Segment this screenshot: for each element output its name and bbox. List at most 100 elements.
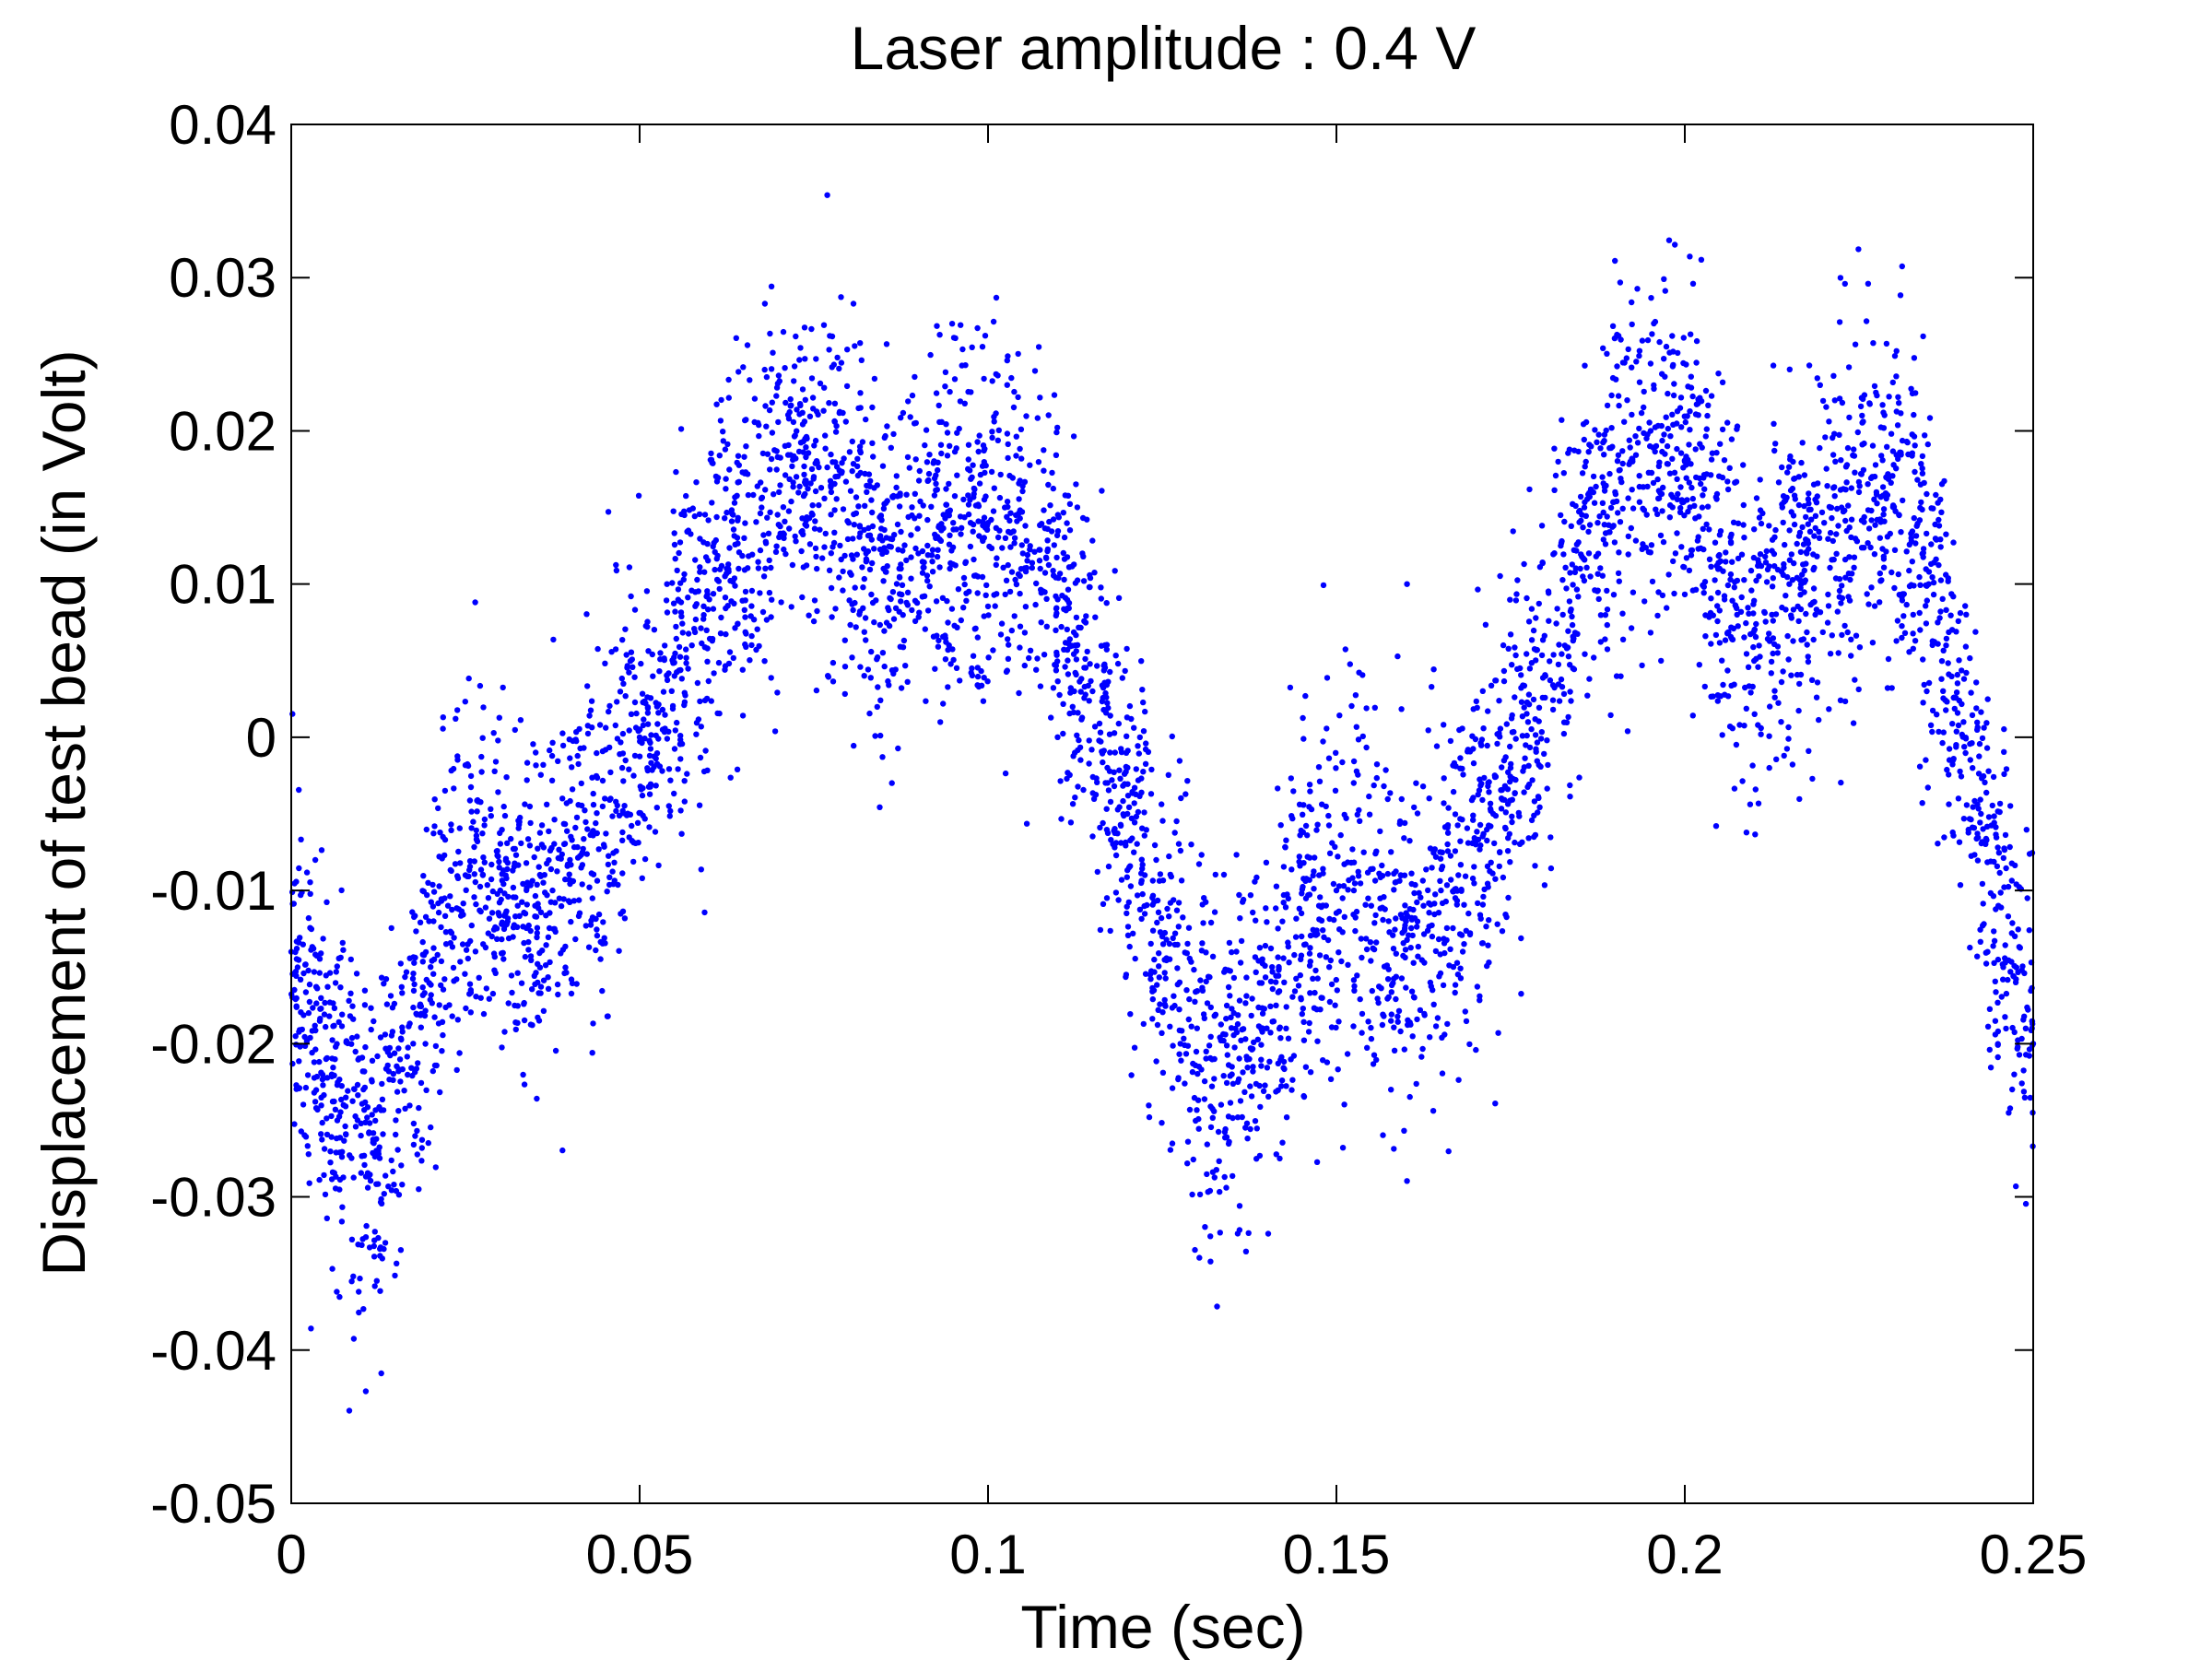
scatter-point: [466, 797, 474, 804]
scatter-point: [1406, 1093, 1413, 1101]
scatter-point: [1079, 514, 1087, 522]
scatter-point: [1258, 1056, 1265, 1063]
scatter-point: [1382, 767, 1389, 773]
scatter-point: [1206, 1042, 1213, 1049]
scatter-point: [838, 359, 845, 366]
scatter-point: [1258, 1042, 1265, 1048]
scatter-point: [786, 476, 793, 482]
scatter-point: [693, 479, 700, 486]
scatter-point: [797, 440, 805, 446]
scatter-point: [428, 992, 434, 998]
scatter-point: [1457, 838, 1464, 844]
scatter-point: [782, 518, 788, 524]
scatter-point: [1457, 862, 1465, 868]
scatter-point: [947, 442, 953, 449]
scatter-point: [1733, 741, 1740, 748]
scatter-point: [1581, 577, 1588, 584]
scatter-point: [914, 525, 921, 532]
scatter-point: [1984, 948, 1991, 955]
scatter-point: [1924, 530, 1930, 537]
scatter-point: [831, 400, 839, 406]
scatter-point: [1086, 698, 1092, 704]
scatter-point: [329, 1037, 335, 1043]
scatter-point: [946, 541, 953, 547]
scatter-point: [611, 859, 618, 865]
scatter-point: [338, 1219, 346, 1225]
scatter-point: [1552, 472, 1559, 479]
scatter-point: [1670, 392, 1677, 399]
scatter-point: [965, 456, 972, 463]
scatter-point: [701, 697, 709, 704]
scatter-point: [1034, 655, 1041, 662]
scatter-point: [1069, 801, 1077, 807]
scatter-point: [1370, 1061, 1377, 1067]
scatter-point: [1174, 965, 1181, 971]
scatter-point: [607, 769, 614, 776]
scatter-point: [714, 552, 721, 559]
scatter-point: [1277, 822, 1284, 829]
scatter-point: [1006, 642, 1012, 648]
scatter-point: [291, 986, 298, 994]
scatter-point: [1379, 904, 1386, 911]
scatter-point: [1057, 778, 1064, 784]
scatter-point: [296, 865, 302, 872]
scatter-point: [1806, 490, 1812, 497]
scatter-point: [362, 1388, 370, 1395]
scatter-point: [1533, 748, 1539, 755]
scatter-point: [1265, 1230, 1272, 1237]
scatter-point: [1134, 841, 1140, 847]
scatter-point: [1683, 453, 1689, 460]
scatter-point: [569, 980, 576, 987]
scatter-point: [818, 485, 825, 491]
scatter-point: [1112, 653, 1119, 659]
scatter-point: [828, 550, 834, 557]
scatter-point: [1171, 941, 1179, 948]
scatter-point: [467, 783, 475, 791]
scatter-point: [397, 960, 404, 967]
scatter-point: [1872, 522, 1878, 528]
scatter-point: [673, 635, 679, 642]
scatter-point: [1607, 444, 1615, 452]
scatter-point: [1473, 1046, 1479, 1054]
scatter-point: [1022, 604, 1030, 610]
scatter-point: [1088, 677, 1094, 685]
scatter-point: [1285, 943, 1292, 950]
scatter-point: [1549, 697, 1557, 703]
scatter-point: [2002, 955, 2008, 961]
scatter-point: [1306, 854, 1313, 861]
scatter-point: [558, 902, 565, 910]
scatter-point: [1771, 534, 1778, 540]
scatter-point: [359, 1101, 366, 1107]
scatter-point: [1124, 903, 1130, 910]
scatter-point: [318, 847, 325, 854]
scatter-point: [1800, 561, 1806, 568]
scatter-point: [756, 432, 762, 440]
scatter-point: [2003, 1025, 2009, 1032]
scatter-point: [697, 564, 703, 571]
scatter-point: [866, 710, 873, 717]
scatter-point: [1432, 1023, 1440, 1030]
scatter-point: [1704, 503, 1712, 510]
scatter-point: [1949, 721, 1956, 727]
scatter-point: [655, 862, 662, 869]
scatter-point: [1507, 797, 1513, 804]
scatter-point: [1130, 930, 1136, 936]
scatter-point: [1141, 832, 1148, 839]
scatter-point: [1714, 618, 1721, 625]
scatter-point: [477, 866, 485, 873]
scatter-point: [1035, 344, 1042, 350]
scatter-point: [473, 994, 479, 1000]
scatter-point: [1000, 564, 1006, 571]
scatter-point: [699, 640, 705, 647]
scatter-point: [1895, 394, 1901, 400]
scatter-point: [1419, 783, 1427, 790]
scatter-point: [1496, 863, 1503, 870]
scatter-point: [1349, 846, 1356, 853]
scatter-point: [1541, 750, 1547, 758]
scatter-point: [836, 574, 842, 581]
scatter-point: [693, 731, 700, 737]
scatter-point: [337, 1109, 344, 1115]
scatter-point: [1524, 651, 1530, 657]
scatter-point: [1513, 591, 1520, 597]
scatter-point: [1677, 405, 1684, 411]
